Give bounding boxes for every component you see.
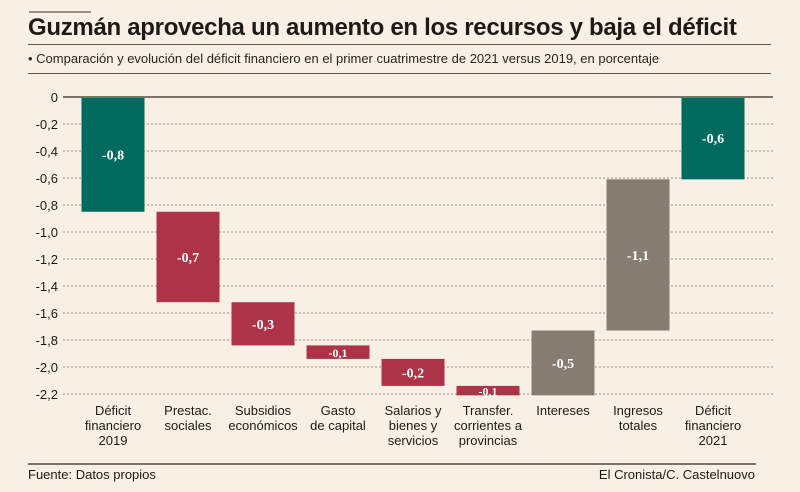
x-category-label: Déficit financiero 2021 [685,403,741,448]
y-tick-label: -1,6 [36,306,58,321]
y-tick-label: 0 [51,90,58,105]
bar-2 [156,211,220,303]
x-category-label: Ingresos totales [613,403,663,433]
y-tick-label: -0,6 [36,171,58,186]
y-tick-label: -0,4 [36,144,58,159]
bar-value-label: -0,1 [329,346,348,360]
bar-3 [231,302,295,346]
credit-note: El Cronista/C. Castelnuovo [598,467,755,482]
y-tick-label: -1,4 [36,279,58,294]
bar-5 [381,358,445,386]
bar-6 [456,385,520,396]
x-category-label: Subsidios económicos [228,403,298,433]
chart-title: Guzmán aprovecha un aumento en los recur… [28,14,737,41]
bar-1 [81,97,145,212]
bar-9 [681,97,745,180]
bars [81,97,745,396]
bar-value-label: -0,8 [102,148,124,163]
bar-labels: -0,8 -0,7 -0,3 -0,1 -0,2 -0,1 -0,5 -1,1 -0,6 [102,132,724,398]
bar-value-label: -0,1 [479,385,498,399]
x-category-label: Gasto de capital [310,403,366,433]
x-category-label: Intereses [536,403,590,418]
x-category-label: Salarios y bienes y servicios [384,403,442,448]
chart-subtitle: • Comparación y evolución del déficit fi… [28,51,660,66]
bar-value-label: -1,1 [627,249,649,264]
y-tick-label: -2,2 [36,387,58,402]
bar-value-label: -0,5 [552,357,574,372]
y-tick-label: -0,2 [36,117,58,132]
bar-value-label: -0,3 [252,318,274,333]
y-tick-label: -2,0 [36,360,58,375]
bar-value-label: -0,6 [702,132,724,147]
subtitle-divider [28,73,771,74]
footer-divider [28,463,756,465]
bar-7 [531,330,595,396]
y-tick-label: -1,8 [36,333,58,348]
title-divider [28,44,771,45]
bar-4 [306,345,370,359]
x-category-label: Prestac. sociales [164,403,212,433]
top-accent-rule [29,11,91,13]
x-axis-labels: Déficit financiero 2019 Prestac. sociales Sub… [85,403,741,448]
bar-8 [606,179,670,331]
y-tick-label: -1,0 [36,225,58,240]
bar-value-label: -0,7 [177,251,199,266]
y-tick-label: -0,8 [36,198,58,213]
bar-value-label: -0,2 [402,366,424,381]
x-category-label: Déficit financiero 2019 [85,403,141,448]
source-note: Fuente: Datos propios [28,467,156,482]
y-axis-ticks: 0 -0,2 -0,4 -0,6 -0,8 -1,0 -1,2 -1,4 -1,6 -1,8 -2,… [36,90,58,402]
y-tick-label: -1,2 [36,252,58,267]
x-category-label: Transfer. corrientes a provincias [454,403,523,448]
